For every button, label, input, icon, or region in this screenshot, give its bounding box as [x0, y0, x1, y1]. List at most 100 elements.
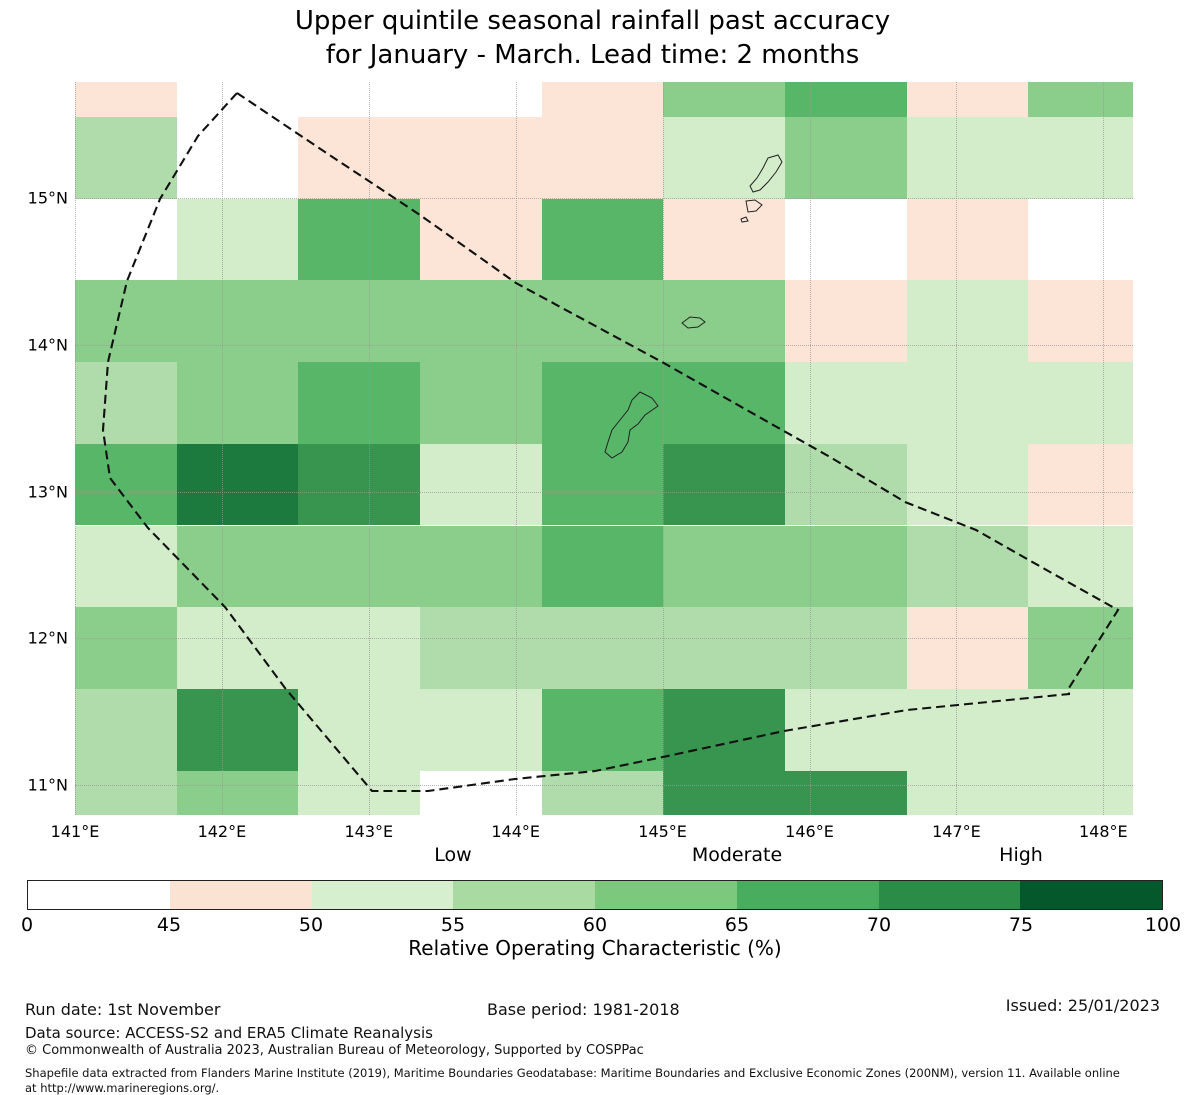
colorbar — [27, 880, 1163, 910]
grid-cell — [176, 198, 299, 281]
graticule-line — [809, 82, 811, 815]
grid-cell — [419, 117, 542, 199]
colorbar-segment — [595, 881, 737, 909]
grid-cell — [75, 607, 177, 689]
grid-cell — [419, 525, 542, 608]
x-tick-label: 145°E — [638, 822, 687, 841]
grid-cell — [541, 362, 664, 444]
grid-cell — [541, 607, 664, 689]
grid-cell — [785, 607, 907, 689]
grid-cell — [176, 82, 299, 117]
grid-cell — [419, 362, 542, 444]
eez-boundary — [101, 91, 1120, 793]
grid-cell — [663, 688, 785, 771]
grid-cell — [298, 688, 420, 771]
colorbar-tick-label: 55 — [440, 914, 466, 936]
grid-cell — [663, 82, 785, 117]
grid-cell — [663, 443, 785, 526]
grid-cell — [176, 280, 299, 363]
grid-cell — [75, 82, 177, 117]
grid-cell — [906, 198, 1029, 281]
grid-cell — [785, 770, 907, 815]
x-tick-label: 143°E — [344, 822, 394, 841]
grid-cell — [785, 280, 907, 363]
grid-cell — [298, 117, 420, 199]
grid-cell — [541, 443, 664, 526]
map-overlay — [101, 91, 1120, 793]
grid-cell — [1028, 117, 1133, 199]
grid-cell — [75, 770, 177, 815]
base-period-text: Base period: 1981-2018 — [487, 1000, 680, 1019]
graticule-line — [75, 198, 1133, 199]
grid-cell — [541, 770, 664, 815]
grid-cell — [906, 117, 1029, 199]
grid-cell — [419, 280, 542, 363]
colorbar-segment — [453, 881, 595, 909]
y-tick-label: 11°N — [27, 775, 68, 795]
graticule-line — [956, 82, 958, 815]
graticule-line — [75, 638, 1133, 640]
grid-cell — [298, 607, 420, 689]
grid-cell — [176, 607, 299, 689]
grid-cell — [1028, 280, 1133, 363]
grid-cell — [785, 362, 907, 444]
grid-cell — [541, 82, 664, 117]
grid-cell — [785, 198, 907, 281]
colorbar-tick-label: 100 — [1144, 914, 1182, 936]
grid-cell — [541, 198, 664, 281]
grid-cell — [663, 362, 785, 444]
grid-cell — [906, 280, 1029, 363]
colorbar-axis-label: Relative Operating Characteristic (%) — [408, 936, 782, 960]
grid-cell — [298, 443, 420, 526]
grid-cell — [419, 443, 542, 526]
grid-cell — [419, 82, 542, 117]
graticule-line — [515, 82, 517, 815]
grid-cell — [541, 525, 664, 608]
x-tick-label: 142°E — [197, 822, 247, 841]
grid-cell — [663, 198, 785, 281]
grid-cell — [541, 117, 664, 199]
x-tick-label: 141°E — [50, 822, 100, 841]
colorbar-tick-label: 45 — [156, 914, 182, 936]
grid-cell — [176, 525, 299, 608]
grid-cell — [1028, 607, 1133, 689]
grid-cell — [785, 443, 907, 526]
y-tick-label: 13°N — [27, 482, 68, 501]
grid-cell — [75, 443, 177, 526]
grid-cell — [906, 607, 1029, 689]
grid-cell — [1028, 443, 1133, 526]
graticule-line — [368, 82, 370, 815]
grid-cell — [75, 362, 177, 444]
grid-cell — [1028, 770, 1133, 815]
shapefile-attribution-line2: at http://www.marineregions.org/. — [25, 1081, 220, 1095]
run-date-text: Run date: 1st November — [25, 1000, 221, 1019]
grid-cell — [785, 82, 907, 117]
colorbar-tick-label: 65 — [724, 914, 750, 936]
colorbar-segment — [311, 881, 454, 909]
colorbar-tick-label: 60 — [582, 914, 608, 936]
graticule-line — [662, 82, 664, 815]
map-plot-area — [75, 82, 1133, 815]
grid-cell — [298, 770, 420, 815]
grid-cell — [906, 443, 1029, 526]
grid-cell — [1028, 82, 1133, 117]
colorbar-tick-label: 50 — [298, 914, 324, 936]
grid-cell — [785, 688, 907, 771]
grid-cell — [906, 362, 1029, 444]
island-outline-saipan — [749, 154, 783, 193]
grid-cell — [1028, 525, 1133, 608]
grid-cell — [176, 117, 299, 199]
graticule-line — [1103, 82, 1105, 815]
grid-cell — [785, 525, 907, 608]
x-tick-label: 146°E — [785, 822, 834, 841]
colorbar-category-label: Low — [434, 844, 472, 866]
grid-cell — [785, 117, 907, 199]
grid-cell — [176, 362, 299, 444]
grid-cell — [176, 770, 299, 815]
grid-cell — [419, 770, 542, 815]
grid-cell — [541, 688, 664, 771]
data-source-text: Data source: ACCESS-S2 and ERA5 Climate … — [25, 1024, 433, 1042]
grid-cell — [298, 198, 420, 281]
x-tick-label: 148°E — [1078, 822, 1128, 841]
